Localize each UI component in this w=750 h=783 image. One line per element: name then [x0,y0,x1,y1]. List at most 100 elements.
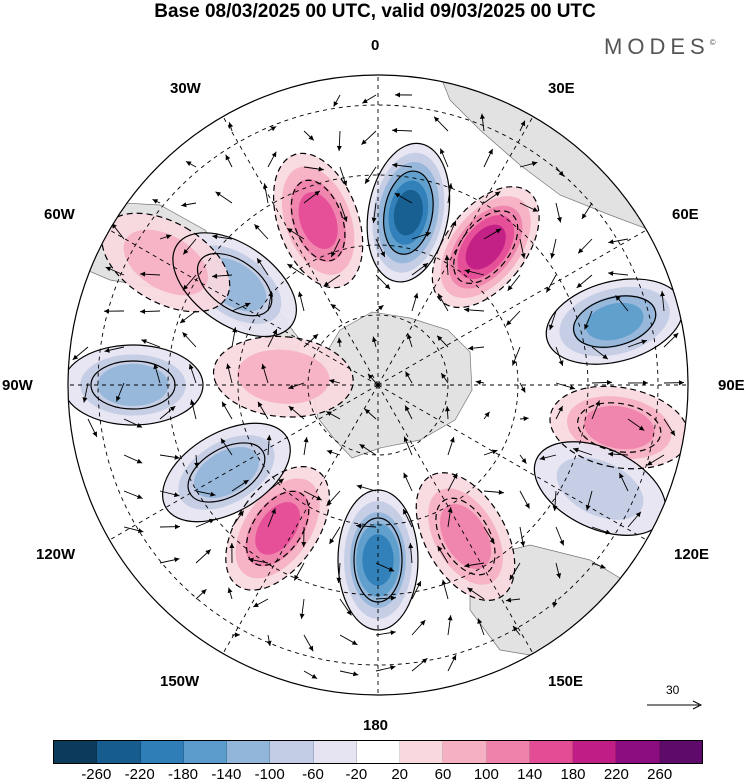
wind-vector [185,160,197,168]
wind-vector [375,630,396,636]
wind-vector [330,238,341,258]
wind-vector [266,634,272,647]
wind-vector [140,271,161,277]
wind-vector [440,372,449,384]
colorbar-tick-label: -220 [124,766,155,783]
contour-outer [549,385,688,470]
wind-vector [153,363,161,384]
colorbar-tick-label: -20 [345,766,368,783]
wind-vector [123,490,143,499]
wind-vector [585,490,593,511]
vector-reference-label: 30 [666,683,680,697]
anomaly-level [584,405,655,450]
polar-map [67,74,689,696]
wind-vector [436,335,449,348]
colorbar-swatch [270,741,314,763]
wind-vector [411,619,426,636]
wind-vector [447,436,455,456]
wind-vector [221,401,233,420]
anomaly-contour [212,335,354,418]
colorbar-tick-label: -180 [167,766,199,783]
brand-name: MODES [604,34,710,59]
colorbar-swatch [486,741,530,763]
wind-vector [467,587,485,600]
wind-vector [411,580,422,600]
wind-vector [439,148,449,168]
wind-vector [646,454,665,466]
wind-vector [519,202,539,212]
meridian-line [377,384,534,654]
wind-vector [375,274,391,290]
contour-outer [68,344,204,426]
wind-vector [505,310,521,326]
wind-vector [339,166,348,187]
colorbar-swatch [400,741,444,763]
label-lon-30w: 30W [170,80,201,97]
wind-vector [555,562,562,579]
wind-vector [577,238,593,254]
wind-vector [159,234,172,240]
wind-vector [267,151,277,168]
wind-vector [287,263,305,276]
wind-vector [509,562,521,581]
wind-vector [139,308,161,314]
brand-mark: © [709,38,716,47]
wind-vector [555,405,563,420]
wind-vector [362,94,377,104]
wind-vector [299,598,305,619]
wind-vector [333,94,341,107]
wind-vector [225,154,233,168]
wind-vector [339,598,352,616]
colorbar-swatch [573,741,617,763]
wind-vector [359,443,377,456]
wind-vector [182,238,197,255]
wind-vector [261,363,269,384]
wind-vector [619,472,629,492]
wind-vector [519,120,526,132]
wind-vector [591,400,600,420]
wind-vector [519,382,526,393]
wind-vector [159,490,180,498]
wind-vector [404,405,413,420]
colorbar-swatch [140,741,184,763]
wind-vector [286,227,305,240]
wind-vector [293,562,305,581]
wind-vector [361,130,377,146]
wind-vector [87,418,98,438]
wind-vector [663,418,676,436]
map-border [67,74,689,696]
anomaly-contour [415,472,516,601]
contour-inner [196,252,273,317]
wind-vector [195,549,212,564]
wind-vector [464,307,485,313]
label-lon-0: 0 [371,37,380,54]
wind-vector [392,162,413,168]
wind-vector [447,615,453,636]
anomaly-cell [367,143,450,282]
anomaly-level [193,446,259,499]
wind-vector [336,130,342,152]
wind-vector [267,508,276,528]
wind-vector [406,333,413,348]
contour-outer [415,472,516,601]
contour-inner [245,490,310,567]
wind-vector [555,346,564,366]
wind-vector [549,310,557,331]
wind-vector [394,192,413,204]
wind-vector [663,332,679,348]
wind-vector [303,190,321,204]
wind-vector [267,478,285,492]
wind-vector [337,337,343,348]
wind-vector [608,238,629,245]
wind-vector [411,657,428,672]
wind-vector [254,224,269,240]
label-lon-150e: 150E [548,673,584,690]
meridian-line [222,116,379,386]
wind-vector [257,401,269,420]
colorbar-tick-label: 180 [560,766,586,783]
wind-vectors [72,92,685,680]
wind-vector [303,670,318,680]
vector-reference-arrow [647,700,703,710]
wind-vector [253,598,269,608]
wind-vector [591,346,609,360]
